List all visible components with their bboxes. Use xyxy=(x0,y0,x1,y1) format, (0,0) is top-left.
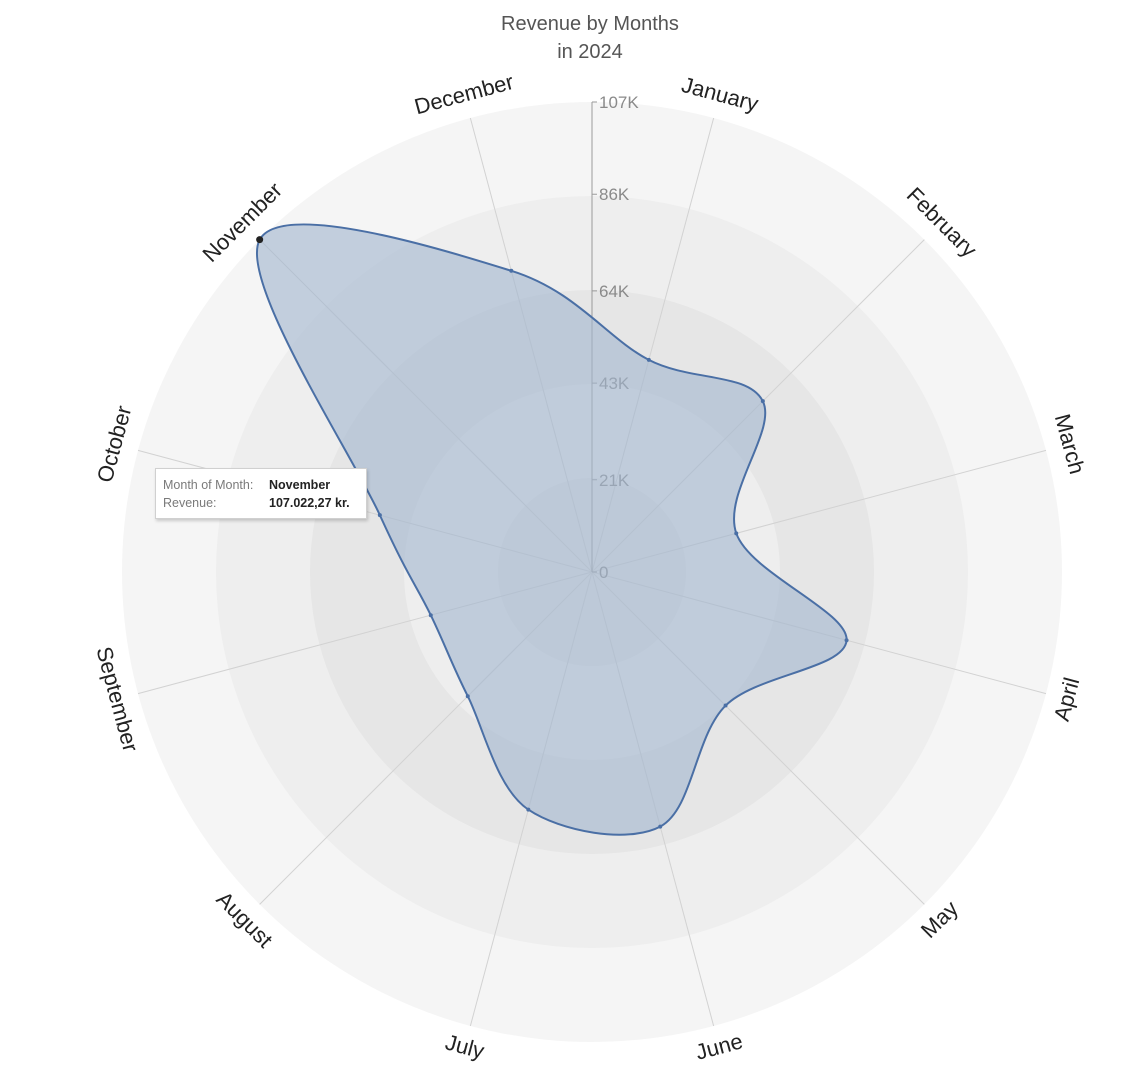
data-points[interactable] xyxy=(256,236,849,829)
tick-label: 64K xyxy=(599,282,630,301)
data-point-august[interactable] xyxy=(465,694,470,699)
data-point-october[interactable] xyxy=(377,513,382,518)
revenue-area[interactable] xyxy=(256,223,848,836)
data-point-may[interactable] xyxy=(723,703,728,708)
chart-title-line-1: Revenue by Months xyxy=(501,13,679,35)
month-label-june: June xyxy=(693,1028,746,1064)
data-point-september[interactable] xyxy=(428,613,433,618)
month-label-april: April xyxy=(1049,675,1085,724)
data-point-april[interactable] xyxy=(844,638,849,643)
month-label-january: January xyxy=(679,72,761,116)
month-label-march: March xyxy=(1050,411,1090,477)
data-point-january[interactable] xyxy=(646,357,651,362)
chart-title: Revenue by Months in 2024 xyxy=(0,10,1135,66)
chart-title-line-2: in 2024 xyxy=(557,41,623,63)
data-point-february[interactable] xyxy=(760,399,765,404)
data-point-march[interactable] xyxy=(734,531,739,536)
tooltip: Month of Month: November Revenue: 107.022,… xyxy=(155,468,367,519)
tooltip-row-month: Month of Month: November xyxy=(163,478,366,496)
tooltip-row-revenue: Revenue: 107.022,27 kr. xyxy=(163,496,366,514)
data-point-december[interactable] xyxy=(509,268,514,273)
data-area[interactable] xyxy=(256,223,848,836)
tick-label: 107K xyxy=(599,93,639,112)
tooltip-revenue-value: 107.022,27 kr. xyxy=(269,496,350,510)
tick-label: 86K xyxy=(599,185,630,204)
month-label-october: October xyxy=(92,403,136,485)
tooltip-month-value: November xyxy=(269,478,331,492)
data-point-november[interactable] xyxy=(256,236,264,244)
tooltip-revenue-key: Revenue: xyxy=(163,496,217,510)
month-label-july: July xyxy=(443,1029,487,1063)
tooltip-month-key: Month of Month: xyxy=(163,478,254,492)
data-point-july[interactable] xyxy=(526,807,531,812)
data-point-june[interactable] xyxy=(658,824,663,829)
